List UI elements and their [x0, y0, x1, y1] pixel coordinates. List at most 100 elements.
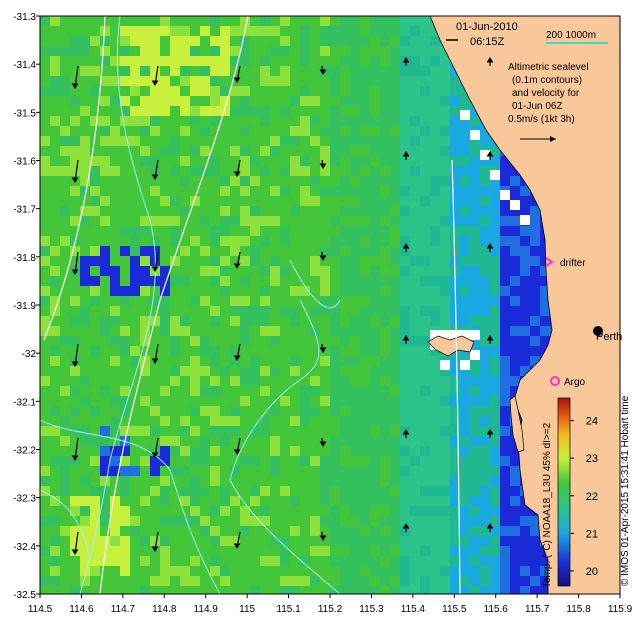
- sst-pixel: [180, 206, 190, 216]
- sst-pixel: [60, 436, 70, 446]
- sst-pixel: [330, 96, 340, 106]
- sst-pixel: [110, 506, 120, 516]
- sst-pixel: [460, 266, 470, 276]
- sst-pixel: [210, 556, 220, 566]
- sst-pixel: [420, 176, 430, 186]
- sst-pixel: [230, 586, 240, 594]
- sst-pixel: [380, 476, 390, 486]
- sst-pixel: [420, 526, 430, 536]
- sst-pixel: [340, 96, 350, 106]
- sst-pixel: [490, 416, 500, 426]
- sst-pixel: [370, 466, 380, 476]
- sst-pixel: [290, 436, 300, 446]
- sst-pixel: [430, 276, 440, 286]
- sst-pixel: [370, 96, 380, 106]
- sst-pixel: [460, 116, 470, 126]
- sst-pixel: [420, 536, 430, 546]
- sst-pixel: [290, 76, 300, 86]
- sst-pixel: [390, 136, 400, 146]
- sst-pixel: [400, 486, 410, 496]
- sst-pixel: [450, 536, 460, 546]
- sst-pixel: [370, 176, 380, 186]
- y-tick-label: -31.6: [13, 157, 36, 168]
- sst-pixel: [260, 296, 270, 306]
- sst-pixel: [320, 376, 330, 386]
- sst-pixel: [200, 236, 210, 246]
- sst-pixel: [340, 236, 350, 246]
- sst-pixel: [490, 576, 500, 586]
- sst-pixel: [440, 526, 450, 536]
- sst-pixel: [410, 56, 420, 66]
- sst-pixel: [370, 86, 380, 96]
- sst-pixel: [120, 396, 130, 406]
- sst-pixel: [380, 216, 390, 226]
- sst-pixel: [100, 186, 110, 196]
- sst-pixel: [500, 206, 510, 216]
- sst-pixel: [190, 526, 200, 536]
- sst-pixel: [210, 356, 220, 366]
- sst-pixel: [370, 286, 380, 296]
- sst-pixel: [510, 516, 520, 526]
- sst-pixel: [110, 346, 120, 356]
- sst-pixel: [170, 136, 180, 146]
- sst-pixel: [120, 66, 130, 76]
- sst-pixel: [170, 76, 180, 86]
- sst-pixel: [190, 116, 200, 126]
- sst-pixel: [450, 376, 460, 386]
- sst-pixel: [350, 576, 360, 586]
- sst-pixel: [510, 316, 520, 326]
- sst-pixel: [310, 316, 320, 326]
- sst-pixel: [360, 326, 370, 336]
- sst-pixel: [350, 56, 360, 66]
- sst-pixel: [300, 546, 310, 556]
- sst-pixel: [100, 336, 110, 346]
- sst-pixel: [410, 96, 420, 106]
- sst-pixel: [270, 496, 280, 506]
- sst-pixel: [280, 256, 290, 266]
- sst-pixel: [410, 576, 420, 586]
- sst-pixel: [340, 116, 350, 126]
- velocity-arrowhead: [402, 429, 410, 435]
- sst-pixel: [420, 396, 430, 406]
- sst-pixel: [130, 176, 140, 186]
- sst-pixel: [370, 496, 380, 506]
- sst-pixel: [220, 286, 230, 296]
- sst-pixel: [440, 396, 450, 406]
- x-tick-label: 114.5: [28, 604, 53, 615]
- velocity-arrowhead: [151, 546, 159, 552]
- sst-pixel: [210, 186, 220, 196]
- sst-pixel: [470, 166, 480, 176]
- sst-pixel: [260, 166, 270, 176]
- sst-pixel: [520, 246, 530, 256]
- sst-pixel: [170, 346, 180, 356]
- sst-pixel: [420, 76, 430, 86]
- sst-pixel: [130, 286, 140, 296]
- sst-pixel: [420, 306, 430, 316]
- drifter-label: drifter: [560, 258, 586, 269]
- sst-pixel: [320, 566, 330, 576]
- sst-pixel: [90, 76, 100, 86]
- sst-pixel: [170, 486, 180, 496]
- sst-pixel: [310, 306, 320, 316]
- sst-pixel: [250, 516, 260, 526]
- sst-pixel: [410, 486, 420, 496]
- sst-pixel: [180, 396, 190, 406]
- sst-pixel: [120, 446, 130, 456]
- sst-pixel: [310, 66, 320, 76]
- sst-pixel: [90, 286, 100, 296]
- sst-pixel: [40, 506, 50, 516]
- sst-pixel: [400, 236, 410, 246]
- sst-pixel: [360, 576, 370, 586]
- sst-pixel: [40, 346, 50, 356]
- sst-pixel: [110, 86, 120, 96]
- sst-pixel: [320, 586, 330, 594]
- sst-pixel: [370, 526, 380, 536]
- sst-pixel: [320, 346, 330, 356]
- sst-pixel: [80, 156, 90, 166]
- sst-pixel: [460, 486, 470, 496]
- sst-pixel: [180, 316, 190, 326]
- sst-pixel: [240, 166, 250, 176]
- sst-pixel: [490, 516, 500, 526]
- sst-pixel: [280, 296, 290, 306]
- sst-pixel: [360, 566, 370, 576]
